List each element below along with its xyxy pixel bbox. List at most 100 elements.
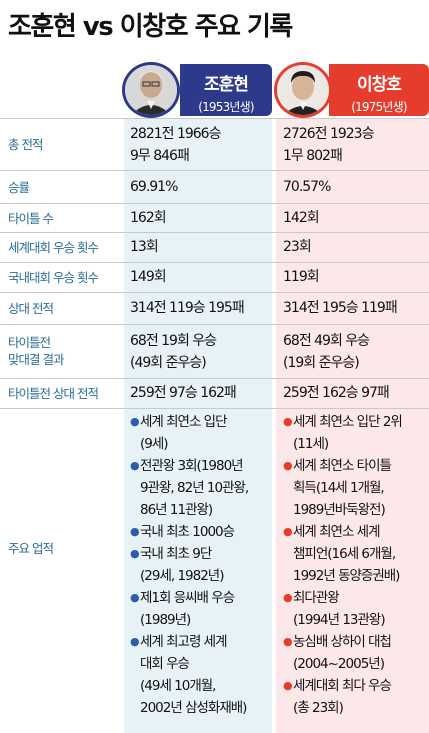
- row-value-p2: 119회: [283, 269, 320, 285]
- list-item: ● 국내 최초 9단 (29세, 1982년): [130, 543, 272, 587]
- list-item-line: (1994년 13관왕): [293, 612, 386, 628]
- row-value-p2: 23회: [283, 239, 312, 255]
- row-label: 국내대회 우승 횟수: [8, 270, 99, 285]
- row-label: 타이틀전 상대 전적: [8, 386, 99, 401]
- list-item-line: (2004~2005년): [293, 656, 385, 672]
- list-item-line: 제1회 응씨배 우승: [140, 590, 235, 606]
- row-label: 승률: [8, 180, 30, 195]
- player1-header: 조훈현 (1953년생): [122, 62, 272, 118]
- list-item-line: 세계 최연소 세계: [293, 524, 381, 540]
- list-item-line: 국내 최초 1000승: [140, 524, 235, 540]
- row-value-p1: 149회: [130, 269, 167, 285]
- list-item: ● 제1회 응씨배 우승 (1989년): [130, 587, 272, 631]
- list-item-line: 9관왕, 82년 10관왕,: [140, 480, 249, 496]
- list-item-line: (29세, 1982년): [140, 568, 225, 584]
- row-label: 주요 업적: [8, 541, 54, 556]
- achievements-p2: ● 세계 최연소 입단 2위 (11세) ● 세계 최연소 타이틀 획득(14세 1개월,…: [283, 411, 429, 719]
- portrait-icon: [274, 62, 332, 118]
- page-title: 조훈현 vs 이창호 주요 기록: [8, 12, 293, 42]
- list-item: ● 세계대회 최다 우승 (총 23회): [283, 675, 429, 719]
- list-item-line: 전관왕 3회(1980년: [140, 458, 244, 474]
- bullet-icon: ●: [283, 635, 293, 648]
- player1-namebox: 조훈현 (1953년생): [180, 64, 272, 116]
- row-value-p1: 2821전 1966승 9무 846패: [130, 126, 221, 164]
- row-value-p2: 142회: [283, 210, 320, 226]
- row-value-p1: 162회: [130, 210, 167, 226]
- list-item-line: (11세): [293, 436, 329, 452]
- player1-name: 조훈현: [204, 75, 249, 95]
- player1-born: (1953년생): [198, 100, 254, 114]
- row-value-p2: 259전 162승 97패: [283, 385, 390, 401]
- list-item: ● 세계 최연소 입단 2위 (11세): [283, 411, 429, 455]
- bullet-icon: ●: [130, 525, 140, 538]
- list-item: ● 세계 최연소 입단 (9세): [130, 411, 272, 455]
- list-item-line: (9세): [140, 436, 169, 452]
- row-value-p2: 2726전 1923승 1무 802패: [283, 126, 374, 164]
- bullet-icon: ●: [283, 525, 293, 538]
- row-label: 타이틀 수: [8, 211, 54, 226]
- list-item-line: 86년 11관왕): [140, 502, 213, 518]
- table-row: 총 전적 2821전 1966승 9무 846패 2726전 1923승 1무 …: [0, 118, 429, 170]
- list-item-line: 1989년바둑왕전): [293, 502, 386, 518]
- bullet-icon: ●: [130, 591, 140, 604]
- list-item-line: 세계 최연소 입단 2위: [293, 414, 403, 430]
- list-item-line: 최다관왕: [293, 590, 340, 606]
- row-label: 총 전적: [8, 137, 43, 152]
- achievements-p1: ● 세계 최연소 입단 (9세) ● 전관왕 3회(1980년 9관왕, 82년 10관왕…: [130, 411, 272, 719]
- list-item: ● 농심배 상하이 대첩 (2004~2005년): [283, 631, 429, 675]
- table-row: 세계대회 우승 횟수 13회 23회: [0, 232, 429, 262]
- table-row: 타이틀전 상대 전적 259전 97승 162패 259전 162승 97패: [0, 378, 429, 408]
- table-row: 국내대회 우승 횟수 149회 119회: [0, 262, 429, 292]
- player1-column-bg: [124, 118, 272, 733]
- list-item-line: 챔피언(16세 6개월,: [293, 546, 396, 562]
- list-item-line: 세계 최고령 세계: [140, 634, 228, 650]
- portrait-icon: [122, 62, 180, 118]
- list-item: ● 전관왕 3회(1980년 9관왕, 82년 10관왕, 86년 11관왕): [130, 455, 272, 521]
- list-item-line: (49세 10개월,: [140, 678, 216, 694]
- list-item-line: 국내 최초 9단: [140, 546, 212, 562]
- bullet-icon: ●: [130, 459, 140, 472]
- player2-column-bg: [276, 118, 429, 733]
- row-label: 타이틀전 맞대결 결과: [8, 335, 64, 367]
- player2-namebox: 이창호 (1975년생): [329, 64, 429, 116]
- player2-header: 이창호 (1975년생): [274, 62, 429, 118]
- list-item-line: 대회 우승: [140, 656, 190, 672]
- row-value-p2: 70.57%: [283, 179, 331, 195]
- table-row: 타이틀전 맞대결 결과 68전 19회 우승 (49회 준우승) 68전 49회…: [0, 324, 429, 378]
- row-label: 상대 전적: [8, 301, 54, 316]
- list-item-line: 농심배 상하이 대첩: [293, 634, 392, 650]
- list-item-line: (1989년): [140, 612, 191, 628]
- list-item-line: 세계 최연소 타이틀: [293, 458, 392, 474]
- list-item-line: (총 23회): [293, 700, 344, 716]
- list-item-line: 세계 최연소 입단: [140, 414, 228, 430]
- row-value-p1: 259전 97승 162패: [130, 385, 237, 401]
- bullet-icon: ●: [283, 679, 293, 692]
- row-value-p1: 69.91%: [130, 179, 178, 195]
- bullet-icon: ●: [130, 547, 140, 560]
- list-item-line: 2002년 삼성화재배): [140, 700, 247, 716]
- table-row: 승률 69.91% 70.57%: [0, 170, 429, 203]
- player2-born: (1975년생): [351, 100, 407, 114]
- bullet-icon: ●: [283, 459, 293, 472]
- row-label: 세계대회 우승 횟수: [8, 240, 99, 255]
- list-item-line: 획득(14세 1개월,: [293, 480, 385, 496]
- bullet-icon: ●: [130, 635, 140, 648]
- row-value-p1: 13회: [130, 239, 159, 255]
- row-value-p2: 68전 49회 우승 (19회 준우승): [283, 333, 370, 371]
- row-value-p1: 314전 119승 195패: [130, 300, 245, 316]
- achievements-row: 주요 업적: [0, 408, 429, 733]
- bullet-icon: ●: [283, 591, 293, 604]
- table-row: 타이틀 수 162회 142회: [0, 203, 429, 232]
- table-row: 상대 전적 314전 119승 195패 314전 195승 119패: [0, 292, 429, 324]
- bullet-icon: ●: [130, 415, 140, 428]
- list-item: ● 최다관왕 (1994년 13관왕): [283, 587, 429, 631]
- list-item-line: 1992년 동양증권배): [293, 568, 400, 584]
- row-value-p1: 68전 19회 우승 (49회 준우승): [130, 333, 217, 371]
- player2-name: 이창호: [357, 75, 402, 95]
- list-item-line: 세계대회 최다 우승: [293, 678, 392, 694]
- list-item: ● 국내 최초 1000승: [130, 521, 272, 543]
- bullet-icon: ●: [283, 415, 293, 428]
